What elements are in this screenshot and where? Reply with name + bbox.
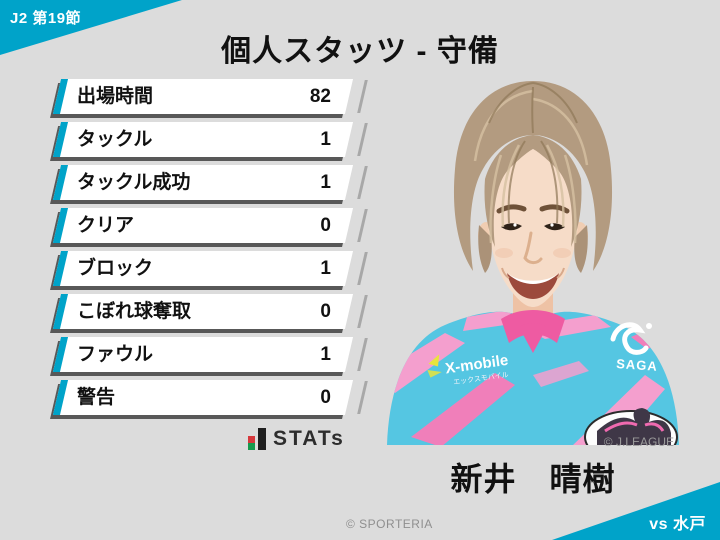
stat-row-loose-ball-recoveries: こぼれ球奪取 0 — [52, 294, 368, 329]
sponsor-right-swoosh-icon — [610, 322, 649, 355]
left-cheek — [495, 248, 513, 258]
stat-label: ファウル — [77, 344, 154, 365]
site-credit: © SPORTERIA — [346, 517, 433, 531]
bar-red-segment — [248, 436, 255, 443]
stat-label: こぼれ球奪取 — [77, 301, 192, 322]
stat-row-slash-decoration — [357, 166, 368, 199]
stat-value: 0 — [320, 301, 331, 322]
stat-row-fouls: ファウル 1 — [52, 337, 368, 372]
sponsor-right-dot — [646, 323, 652, 329]
left-eye-glint — [513, 223, 517, 227]
stat-row-clearances: クリア 0 — [52, 208, 368, 243]
stat-label: タックル成功 — [77, 172, 191, 193]
nose — [523, 231, 543, 265]
sponsor-right-text: SAGA — [616, 356, 659, 374]
player-hair — [453, 81, 613, 273]
stat-row-slash-decoration — [357, 295, 368, 328]
stat-row-slash-decoration — [357, 338, 368, 371]
club-crest-icon — [584, 408, 678, 445]
right-eye-glint — [550, 223, 554, 227]
stat-value: 1 — [320, 258, 331, 279]
sponsor-left-mark-icon — [427, 370, 442, 378]
matchday-label: J2 第19節 — [10, 10, 82, 27]
stat-row-yellow-cards: 警告 0 — [52, 380, 368, 415]
sponsor-right: SAGA — [610, 322, 659, 374]
stat-label: ブロック — [77, 258, 154, 279]
jersey-collar — [501, 310, 565, 353]
right-cheek — [553, 248, 571, 258]
stat-row-slash-decoration — [357, 381, 368, 414]
stat-value: 1 — [320, 129, 331, 150]
stat-label: 出場時間 — [77, 86, 154, 107]
stat-label: 警告 — [77, 387, 116, 408]
player-name: 新井 晴樹 — [450, 461, 616, 497]
hair-shadow-strands — [488, 82, 578, 224]
stat-list: 出場時間 82 タックル 1 タックル成功 1 クリア 0 ブロック 1 — [52, 79, 368, 423]
stat-value: 1 — [320, 172, 331, 193]
stat-row-slash-decoration — [357, 209, 368, 242]
player-photo: X-mobile エックスモバイル SAGA — [387, 81, 679, 445]
stat-row-slash-decoration — [357, 123, 368, 156]
stat-value: 0 — [320, 215, 331, 236]
left-eye — [501, 223, 522, 231]
stat-row-slash-decoration — [357, 252, 368, 285]
page-title: 個人スタッツ - 守備 — [221, 35, 499, 68]
stats-logo: STATs — [248, 426, 358, 453]
stats-logo-text: STATs — [273, 427, 345, 450]
stat-row-blocks: ブロック 1 — [52, 251, 368, 286]
bar-chart-icon-left-bar — [248, 436, 255, 450]
left-eyebrow — [496, 204, 527, 214]
bar-chart-icon — [248, 428, 266, 450]
stat-value: 1 — [320, 344, 331, 365]
bar-chart-icon-right-bar — [258, 428, 266, 450]
smiling-mouth — [501, 267, 565, 299]
stat-label: タックル — [77, 129, 153, 150]
stat-row-slash-decoration — [357, 80, 368, 113]
opponent-label: vs 水戸 — [649, 516, 706, 533]
stat-value: 82 — [309, 86, 331, 107]
bar-green-segment — [248, 443, 255, 450]
stat-value: 0 — [320, 387, 331, 408]
right-eyebrow — [539, 204, 570, 214]
stat-row-minutes: 出場時間 82 — [52, 79, 368, 114]
sponsor-left-mark-icon — [428, 354, 440, 367]
stat-row-tackles: タックル 1 — [52, 122, 368, 157]
right-eye — [544, 223, 565, 231]
stat-label: クリア — [77, 215, 135, 236]
stat-row-tackles-won: タックル成功 1 — [52, 165, 368, 200]
photo-credit: © J.LEAGUE — [603, 435, 674, 449]
